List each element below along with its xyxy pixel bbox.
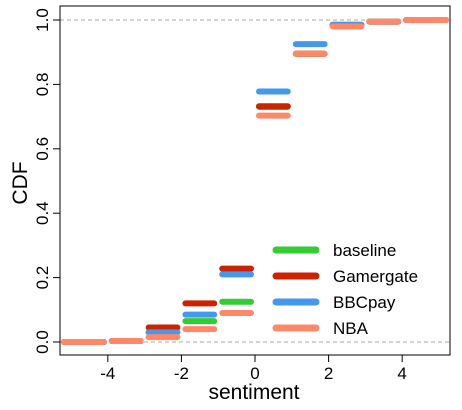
y-tick-label: 0.2 [33, 266, 52, 290]
x-tick-label: 4 [397, 364, 406, 383]
y-tick-label: 1.0 [33, 8, 52, 32]
legend: baseline Gamergate BBCpay NBA [272, 241, 418, 338]
legend-label-bbcpay: BBCpay [333, 293, 396, 312]
y-tick-label: 0.4 [33, 201, 52, 225]
x-tick-label: -4 [100, 364, 115, 383]
legend-label-gamergate: Gamergate [333, 267, 418, 286]
series-nba [61, 17, 449, 345]
y-tick-label: 0.6 [33, 137, 52, 161]
x-axis-title: sentiment [208, 381, 299, 404]
legend-label-nba: NBA [333, 319, 369, 338]
y-tick-label: 0.0 [33, 330, 52, 354]
series-layer [61, 17, 449, 345]
x-tick-label: 0 [250, 364, 259, 383]
x-tick-label: -2 [174, 364, 189, 383]
x-tick-label: 2 [324, 364, 333, 383]
legend-label-baseline: baseline [333, 241, 396, 260]
y-axis-title: CDF [9, 161, 32, 204]
axes: -4 -2 0 2 4 0.0 0.2 0.4 0.6 0.8 1.0 [33, 8, 407, 383]
y-tick-label: 0.8 [33, 73, 52, 97]
